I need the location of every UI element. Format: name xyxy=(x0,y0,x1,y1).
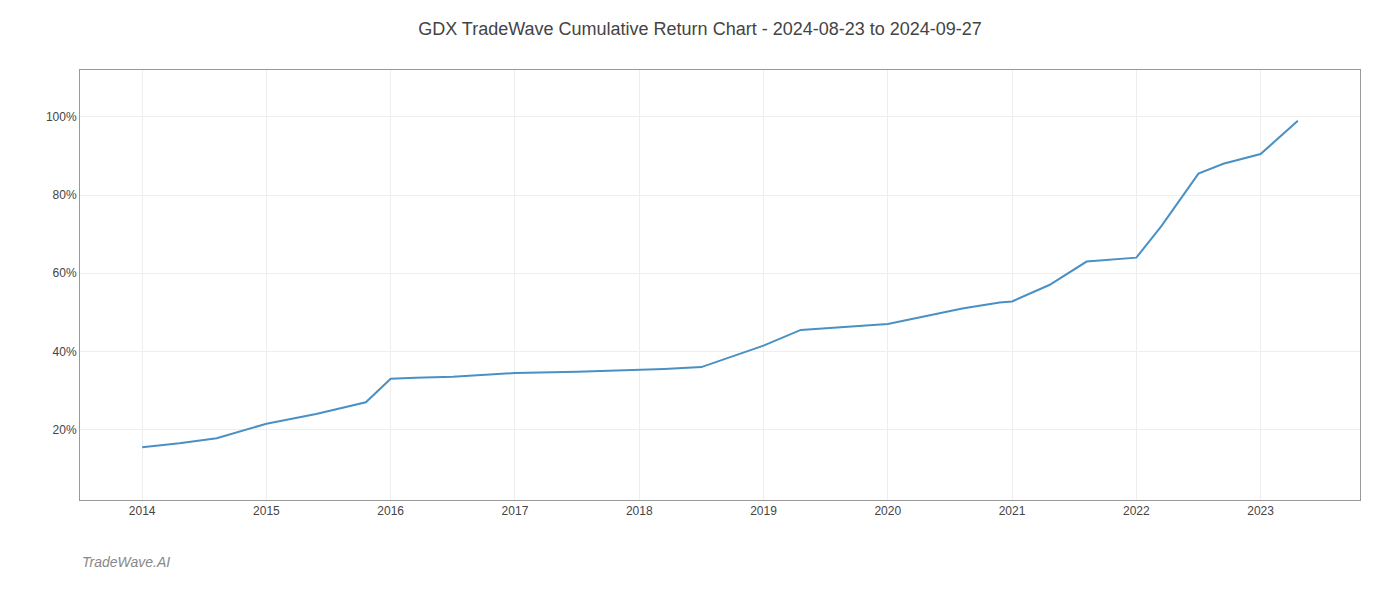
svg-text:2016: 2016 xyxy=(377,504,404,518)
svg-text:2014: 2014 xyxy=(129,504,156,518)
svg-text:2022: 2022 xyxy=(1123,504,1150,518)
svg-text:GDX TradeWave Cumulative Retur: GDX TradeWave Cumulative Return Chart - … xyxy=(418,19,982,39)
svg-text:2021: 2021 xyxy=(999,504,1026,518)
svg-text:2023: 2023 xyxy=(1247,504,1274,518)
svg-text:100%: 100% xyxy=(46,110,77,124)
svg-text:40%: 40% xyxy=(53,345,77,359)
svg-text:2017: 2017 xyxy=(502,504,529,518)
svg-text:2015: 2015 xyxy=(253,504,280,518)
svg-text:TradeWave.AI: TradeWave.AI xyxy=(82,554,170,570)
svg-text:80%: 80% xyxy=(53,188,77,202)
svg-text:2019: 2019 xyxy=(750,504,777,518)
svg-text:2018: 2018 xyxy=(626,504,653,518)
svg-text:2020: 2020 xyxy=(874,504,901,518)
svg-text:60%: 60% xyxy=(53,266,77,280)
svg-text:20%: 20% xyxy=(53,423,77,437)
